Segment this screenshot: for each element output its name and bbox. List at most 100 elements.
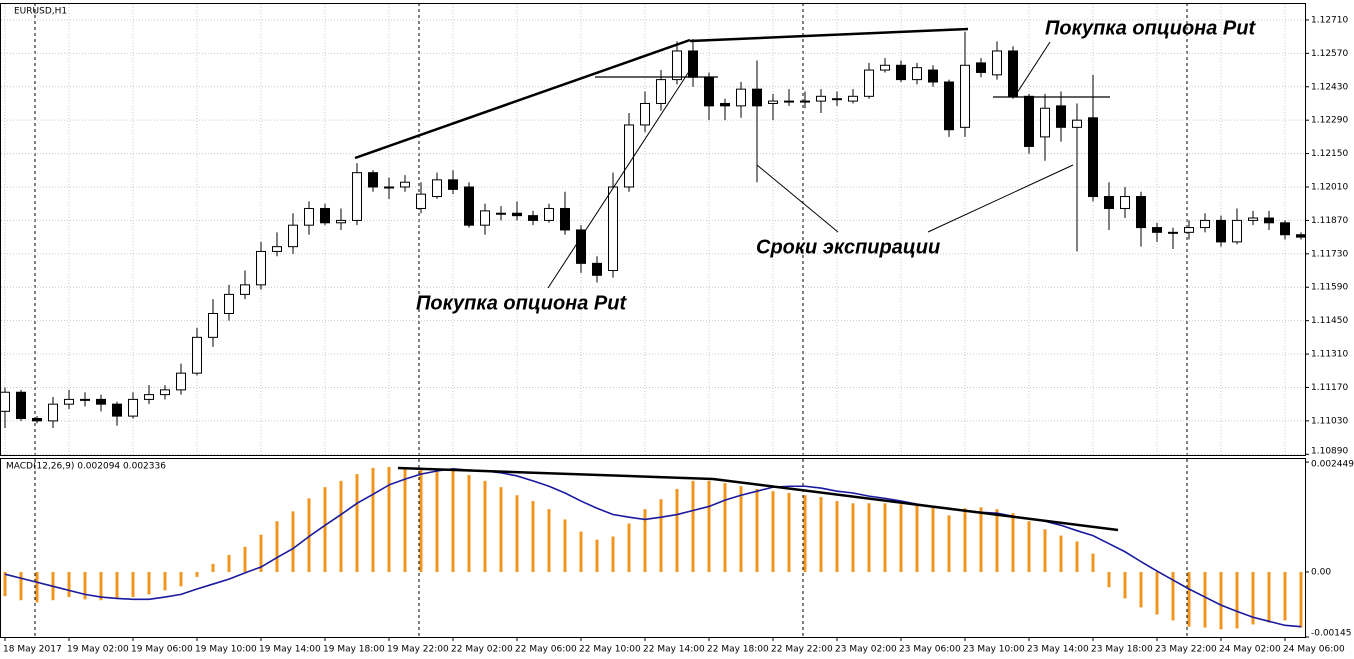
candle-body [912, 67, 922, 81]
candle-body [1136, 196, 1146, 229]
macd-bar [1251, 571, 1255, 625]
candle-body [592, 262, 602, 276]
x-tick-label: 23 May 14:00 [1027, 645, 1089, 655]
candle-body [1232, 219, 1242, 243]
pointer-line [547, 69, 691, 289]
candle-body [352, 172, 362, 221]
pointer-line [1014, 41, 1051, 97]
x-tick-label: 22 May 02:00 [451, 645, 513, 655]
trend-line [689, 27, 969, 43]
candle-body [736, 88, 746, 107]
macd-bar [131, 571, 135, 598]
candle-body [1280, 222, 1290, 236]
candle-body [1200, 219, 1210, 229]
x-tick-label: 18 May 2017 [3, 645, 62, 655]
x-tick-label: 19 May 10:00 [195, 645, 257, 655]
macd-bar [723, 483, 727, 572]
candle-body [608, 186, 618, 272]
candle-body [544, 207, 554, 221]
candle-body [496, 212, 506, 215]
macd-bar [707, 480, 711, 572]
candle-body [928, 69, 938, 83]
x-tick-label: 23 May 10:00 [963, 645, 1025, 655]
x-tick-label: 22 May 14:00 [643, 645, 705, 655]
macd-bar [1107, 571, 1111, 588]
macd-trend-line [397, 466, 714, 481]
macd-bar [1171, 571, 1175, 621]
macd-bar [307, 498, 311, 572]
annotation: Сроки экспирации [756, 236, 940, 258]
candle-body [640, 102, 650, 126]
macd-bar [851, 503, 855, 572]
candle-body [1040, 107, 1050, 138]
macd-bar [163, 571, 167, 591]
candle-body [848, 95, 858, 102]
y-tick-label: 1.12710 [1311, 15, 1348, 25]
macd-bar [1299, 571, 1303, 628]
candle-body [512, 212, 522, 217]
macd-bar [243, 546, 247, 572]
macd-bar [115, 571, 119, 599]
macd-bar [563, 519, 567, 572]
macd-bar [435, 468, 439, 572]
candle-body [304, 207, 314, 226]
macd-bar [1203, 571, 1207, 628]
macd-bar [1219, 571, 1223, 630]
macd-bar [595, 539, 599, 572]
macd-bar [483, 480, 487, 572]
candle-body [1264, 217, 1274, 224]
trend-line [354, 38, 691, 160]
signal-line [4, 467, 1302, 628]
candle-body [784, 100, 794, 103]
candle-body [800, 100, 810, 103]
candle-body [128, 398, 138, 417]
macd-bar [1043, 529, 1047, 572]
candle-body [992, 50, 1002, 76]
macd-bar [787, 492, 791, 572]
candle-body [256, 250, 266, 286]
macd-bar [947, 515, 951, 572]
annotation: Покупка опциона Put [416, 292, 627, 314]
macd-bar [67, 571, 71, 598]
macd-bar [19, 571, 23, 601]
macd-bar [675, 488, 679, 572]
candle-body [688, 50, 698, 78]
candle-body [528, 215, 538, 221]
y-tick-label: 1.12150 [1311, 149, 1348, 159]
y-tick-label: 1.12570 [1311, 49, 1348, 59]
candle-body [96, 398, 106, 405]
candle-body [1152, 227, 1162, 233]
candle-body [864, 69, 874, 97]
price-panel [0, 3, 1306, 456]
y-tick-label: 1.12290 [1311, 116, 1348, 126]
macd-bar [227, 554, 231, 572]
drawings [354, 27, 1119, 532]
macd-bar [35, 571, 39, 603]
macd-bar [403, 466, 407, 572]
candle-body [1120, 196, 1130, 209]
macd-bar [3, 571, 7, 597]
annotation: Покупка опциона Put [1045, 17, 1256, 39]
candle-body [112, 403, 122, 417]
macd-bar [259, 534, 263, 572]
candle-body [416, 193, 426, 209]
candle-body [384, 186, 394, 189]
candle-body [976, 62, 986, 73]
candle-body [1008, 50, 1018, 97]
macd-bar [1283, 571, 1287, 621]
candle-body [1104, 196, 1114, 209]
macd-bar [995, 509, 999, 572]
candle-body [576, 229, 586, 264]
y-tick-label: 1.11310 [1311, 350, 1348, 360]
candle-body [624, 124, 634, 188]
y-tick-label: 1.11590 [1311, 283, 1348, 293]
candle-body [176, 372, 186, 391]
x-tick-label: 19 May 02:00 [67, 645, 129, 655]
macd-bar [867, 503, 871, 572]
macd-panel [0, 458, 1306, 638]
x-tick-label: 22 May 10:00 [579, 645, 641, 655]
macd-bar [691, 480, 695, 572]
y-tick-label: 1.11870 [1311, 216, 1348, 226]
macd-bar [339, 480, 343, 572]
